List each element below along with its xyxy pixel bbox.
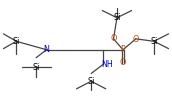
Text: N: N [44, 45, 49, 54]
Text: Si: Si [113, 13, 121, 22]
Text: P: P [121, 45, 125, 54]
Text: Si: Si [150, 37, 158, 46]
Text: Si: Si [88, 77, 95, 86]
Text: O: O [110, 34, 117, 43]
Text: Si: Si [33, 63, 40, 72]
Text: NH: NH [102, 60, 113, 69]
Text: O: O [133, 35, 139, 44]
Text: O: O [120, 58, 126, 67]
Text: Si: Si [13, 37, 20, 46]
